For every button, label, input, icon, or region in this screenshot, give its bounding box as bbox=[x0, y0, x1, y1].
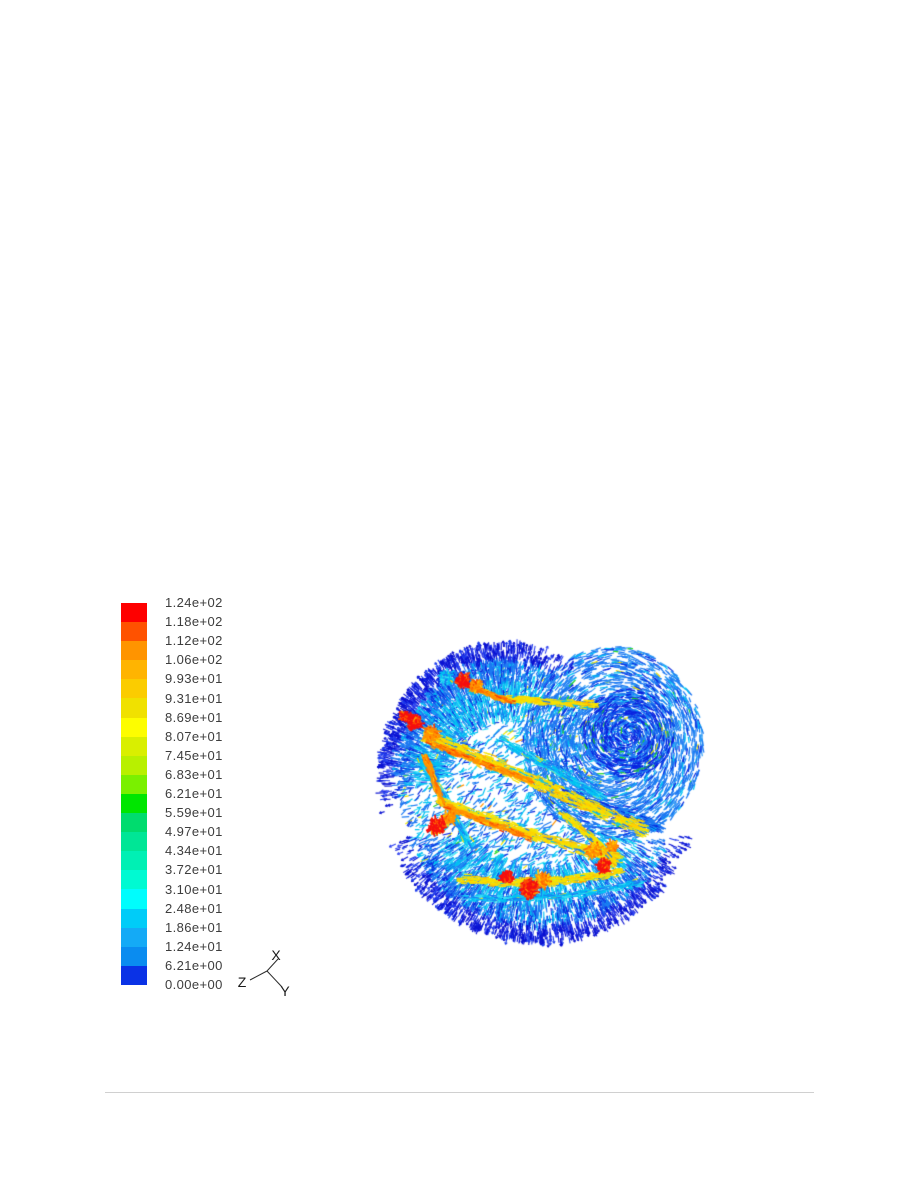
colorbar-band bbox=[121, 736, 147, 756]
colorbar-label: 1.12e+02 bbox=[165, 633, 223, 649]
axis-line-y bbox=[266, 970, 283, 988]
colorbar-label: 1.24e+02 bbox=[165, 595, 223, 610]
colorbar-label: 1.86e+01 bbox=[165, 919, 223, 935]
colorbar-label: 3.72e+01 bbox=[165, 862, 223, 878]
colorbar-band bbox=[121, 813, 147, 833]
colorbar-label: 1.24e+01 bbox=[165, 938, 223, 954]
colorbar-band bbox=[121, 889, 147, 909]
colorbar-label: 1.06e+02 bbox=[165, 652, 223, 668]
axis-label-z: Z bbox=[238, 974, 247, 990]
colorbar-band bbox=[121, 793, 147, 814]
colorbar-label: 7.45e+01 bbox=[165, 747, 223, 763]
colorbar-band bbox=[121, 946, 147, 966]
colorbar-label: 9.93e+01 bbox=[165, 671, 223, 687]
colorbar-band bbox=[121, 832, 147, 852]
colorbar-band bbox=[121, 622, 147, 642]
colorbar-band bbox=[121, 641, 147, 661]
colorbar-label: 1.18e+02 bbox=[165, 614, 223, 630]
colorbar-bands bbox=[121, 603, 147, 985]
colorbar-label: 8.69e+01 bbox=[165, 709, 223, 725]
colorbar-label: 8.07e+01 bbox=[165, 728, 223, 744]
colorbar-legend: 1.24e+02 1.18e+02 1.12e+02 1.06e+02 9.93e+01… bbox=[121, 596, 241, 1000]
colorbar-label: 6.83e+01 bbox=[165, 766, 223, 782]
colorbar-label: 9.31e+01 bbox=[165, 690, 223, 706]
colorbar-band bbox=[121, 660, 147, 680]
colorbar-band bbox=[121, 908, 147, 928]
colorbar-band bbox=[121, 965, 147, 985]
colorbar-band bbox=[121, 603, 147, 623]
colorbar-label: 6.21e+00 bbox=[165, 957, 223, 973]
colorbar-label: 5.59e+01 bbox=[165, 805, 223, 821]
axis-triad: X Y Z bbox=[238, 947, 291, 999]
colorbar-band bbox=[121, 870, 147, 890]
colorbar-band bbox=[121, 698, 147, 718]
colorbar-band bbox=[121, 774, 147, 794]
colorbar-band bbox=[121, 851, 147, 871]
axis-label-y: Y bbox=[280, 983, 290, 999]
page-footer-rule bbox=[105, 1092, 814, 1093]
axis-line-z bbox=[249, 970, 268, 981]
colorbar-label: 4.97e+01 bbox=[165, 824, 223, 840]
colorbar-band bbox=[121, 717, 147, 737]
colorbar-label: 3.10e+01 bbox=[165, 881, 223, 897]
colorbar-band bbox=[121, 755, 147, 775]
axis-label-x: X bbox=[271, 947, 281, 963]
colorbar-band bbox=[121, 927, 147, 947]
colorbar-label: 6.21e+01 bbox=[165, 786, 223, 801]
colorbar-label: 4.34e+01 bbox=[165, 843, 223, 859]
axis-line-x bbox=[266, 958, 279, 972]
colorbar-band bbox=[121, 679, 147, 699]
colorbar-label: 0.00e+00 bbox=[165, 977, 223, 992]
colorbar-label: 2.48e+01 bbox=[165, 900, 223, 916]
